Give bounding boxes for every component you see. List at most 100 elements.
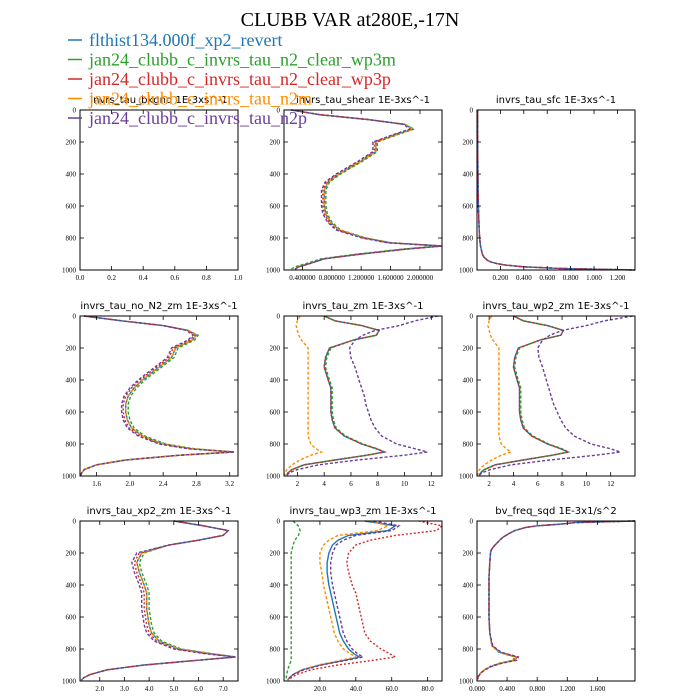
panel-0: invrs_tau_bkgnd 1E-3xs^-1 0 200 400 600 800 10…: [62, 95, 243, 282]
y-tick-label: 0: [470, 518, 474, 526]
x-tick-label: 1.200: [559, 685, 575, 693]
y-tick-label: 0: [73, 313, 77, 321]
y-tick-label: 0: [277, 518, 281, 526]
plot-frame: [283, 315, 443, 477]
x-tick-label: 0.6: [170, 274, 179, 282]
series-line-1: [290, 109, 439, 270]
legend-label: flthist134.000f_xp2_revert: [89, 30, 282, 50]
x-tick-label: 7.0: [219, 685, 228, 693]
x-tick-label: 40.0: [350, 685, 363, 693]
y-tick-label: 0: [277, 107, 281, 115]
x-tick-label: 1.600000: [377, 274, 404, 282]
y-tick-label: 400: [270, 171, 281, 179]
series-line-2: [288, 520, 444, 681]
x-tick-label: 2.0: [95, 685, 104, 693]
y-tick-label: 600: [270, 409, 281, 417]
x-tick-label: 2: [296, 480, 300, 488]
x-tick-label: 0.400: [516, 274, 532, 282]
x-tick-label: 20.0: [314, 685, 327, 693]
y-tick-label: 800: [66, 441, 77, 449]
panel-2: invrs_tau_sfc 1E-3xs^-1 0 200 400 600 800 1000…: [459, 95, 636, 282]
y-tick-label: 0: [470, 107, 474, 115]
series-line-3: [80, 520, 236, 681]
y-tick-label: 400: [463, 582, 474, 590]
x-tick-label: 8: [560, 480, 564, 488]
x-tick-label: 4: [322, 480, 326, 488]
x-tick-label: 3.0: [120, 685, 129, 693]
y-tick-label: 600: [270, 203, 281, 211]
y-tick-label: 0: [73, 518, 77, 526]
y-tick-label: 200: [270, 139, 281, 147]
panel-title: invrs_tau_bkgnd 1E-3xs^-1: [90, 95, 227, 106]
y-tick-label: 400: [66, 171, 77, 179]
panel-6: invrs_tau_xp2_zm 1E-3xs^-1 0 200 400 600 800 1…: [62, 506, 239, 693]
y-tick-label: 400: [463, 171, 474, 179]
series-line-3: [476, 109, 636, 271]
series-line-3: [476, 315, 513, 476]
x-tick-label: 2.8: [192, 480, 201, 488]
x-tick-label: 12: [428, 480, 436, 488]
x-tick-label: 5.0: [169, 685, 178, 693]
y-tick-label: 600: [270, 614, 281, 622]
series-line-3: [284, 315, 324, 476]
x-tick-label: 8: [376, 480, 380, 488]
panel-title: bv_freq_sqd 1E-3x1/s^2: [495, 506, 617, 517]
y-tick-label: 800: [463, 235, 474, 243]
x-tick-label: 0.800: [529, 685, 545, 693]
x-tick-label: 1.0: [234, 274, 243, 282]
panel-4: invrs_tau_zm 1E-3xs^-1 0 200 400 600 800 1000 2…: [266, 301, 443, 488]
series-line-1: [285, 520, 301, 681]
x-tick-label: 1.200: [610, 274, 626, 282]
series-line-4: [286, 315, 439, 476]
panel-8: bv_freq_sqd 1E-3x1/s^2020040060080010000…: [459, 506, 636, 693]
y-tick-label: 1000: [459, 267, 474, 275]
x-tick-label: 0.000: [469, 685, 485, 693]
y-tick-label: 0: [73, 107, 77, 115]
x-tick-label: 80.0: [422, 685, 435, 693]
x-tick-label: 6: [349, 480, 353, 488]
plot-frame: [79, 315, 239, 477]
plot-frame: [79, 109, 239, 271]
panel-title: invrs_tau_zm 1E-3xs^-1: [302, 301, 423, 312]
y-tick-label: 600: [66, 203, 77, 211]
y-tick-label: 200: [66, 139, 77, 147]
series-line-1: [477, 520, 636, 680]
series-line-4: [478, 315, 633, 476]
y-tick-label: 200: [66, 550, 77, 558]
y-tick-label: 800: [270, 441, 281, 449]
series-line-1: [476, 109, 636, 271]
plot-frame: [79, 520, 239, 682]
y-tick-label: 200: [270, 345, 281, 353]
x-tick-label: 1.600: [590, 685, 606, 693]
x-tick-label: 2.000000: [407, 274, 434, 282]
panel-title: invrs_tau_sfc 1E-3xs^-1: [496, 95, 616, 106]
x-tick-label: 0.8: [202, 274, 211, 282]
x-tick-label: 0.2: [107, 274, 116, 282]
x-tick-label: 1.6: [92, 480, 101, 488]
y-tick-label: 200: [270, 550, 281, 558]
series-line-3: [80, 315, 234, 476]
series-line-1: [80, 315, 234, 476]
panel-grid: invrs_tau_bkgnd 1E-3xs^-1020040060080010…: [62, 95, 636, 693]
plot-frame: [476, 520, 636, 682]
panel-7: invrs_tau_wp3_zm 1E-3xs^-1 0 200 400 600 800 1…: [266, 506, 444, 693]
x-tick-label: 0.0: [76, 274, 85, 282]
panel-title: invrs_tau_no_N2_zm 1E-3xs^-1: [80, 301, 237, 312]
y-tick-label: 400: [270, 377, 281, 385]
panel-3: invrs_tau_no_N2_zm 1E-3xs^-10 200 400 600 80…: [62, 301, 239, 488]
panel-5: invrs_tau_wp2_zm 1E-3xs^-1 0 200 400 600 800 1…: [459, 301, 636, 488]
y-tick-label: 600: [66, 409, 77, 417]
plot-frame: [476, 109, 636, 271]
figure-title: CLUBB VAR at280E,-17N: [241, 9, 460, 31]
y-tick-label: 400: [66, 377, 77, 385]
series-line-0: [287, 520, 398, 681]
y-tick-label: 1000: [266, 473, 281, 481]
series-line-0: [80, 315, 234, 476]
series-line-3: [477, 520, 636, 680]
x-tick-label: 4: [512, 480, 516, 488]
series-line-2: [80, 520, 236, 681]
y-tick-label: 0: [277, 313, 281, 321]
y-tick-label: 800: [463, 441, 474, 449]
x-tick-label: 3.2: [225, 480, 234, 488]
